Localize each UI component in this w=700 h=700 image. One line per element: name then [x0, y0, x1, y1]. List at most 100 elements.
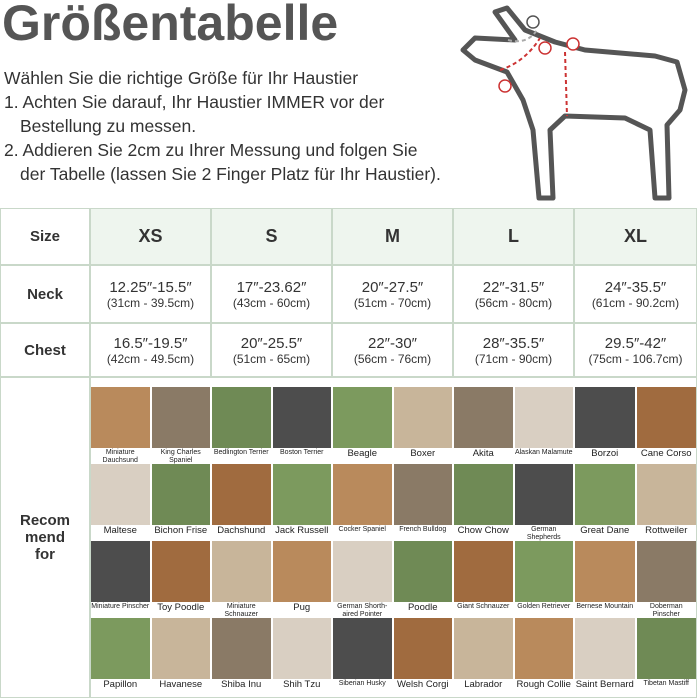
dog-photo [212, 464, 271, 525]
breed-name: Miniature Dauchsund [102, 449, 138, 464]
size-cell: 28″-35.5″ (71cm - 90cm) [453, 323, 574, 377]
breed-name: Welsh Corgi [396, 679, 449, 690]
dog-photo [454, 541, 513, 602]
breed-name: Chow Chow [457, 525, 509, 536]
row-label: Neck [0, 265, 90, 323]
inch-text: 24″-35.5″ [604, 278, 667, 296]
header-cell: S [211, 208, 332, 265]
dog-photo [333, 618, 392, 679]
size-cell: 22″-30″ (56cm - 76cm) [332, 323, 453, 377]
recommend-area [90, 377, 697, 698]
measure-line [499, 37, 541, 71]
inch-text: 29.5″-42″ [604, 334, 667, 352]
dog-photo [514, 464, 573, 525]
breed-name: Toy Poodle [157, 602, 205, 613]
measure-line [507, 29, 538, 43]
breed-name: Doberman Pinscher [649, 603, 683, 618]
breed-name: Shih Tzu [283, 679, 321, 690]
dog-photo [636, 464, 696, 525]
breed-name: German Shepherds [526, 526, 561, 541]
icon-check [538, 41, 552, 55]
breed-name: Dachshund [217, 525, 266, 536]
dog-photo [393, 464, 452, 525]
breed-name: German Shorth-aired Pointer [337, 603, 388, 618]
breed-name: Miniature Pinscher [91, 603, 150, 610]
title: Größentabelle [2, 0, 339, 51]
recommend-text: mend [24, 529, 65, 546]
inch-text: 22″-30″ [368, 334, 417, 352]
breed-name: Boston Terrier [280, 449, 324, 456]
dog-photo [393, 387, 452, 448]
dog-photo [333, 464, 392, 525]
breed-name: Miniature Schnauzer [224, 603, 258, 618]
dog-photo [393, 541, 452, 602]
recommend-label: Recom mend for [0, 377, 90, 698]
dog-photo [151, 618, 210, 679]
cm-text: (31cm - 39.5cm) [106, 295, 195, 310]
dog-diagram [460, 5, 688, 201]
header-cell: L [453, 208, 574, 265]
inch-text: 20″-25.5″ [240, 334, 303, 352]
header-cell: Size [0, 208, 90, 265]
row-label: Chest [0, 323, 90, 377]
cm-text: (42cm - 49.5cm) [106, 351, 195, 366]
cm-text: (61cm - 90.2cm) [591, 295, 680, 310]
dog-photo [454, 618, 513, 679]
dog-photo [575, 541, 635, 602]
dog-photo [575, 618, 635, 679]
dog-photo [151, 541, 210, 602]
inch-text: 17″-23.62″ [236, 278, 307, 296]
breed-name: Rough Collie [516, 679, 571, 690]
breed-name: Golden Retriever [517, 603, 571, 610]
inch-text: 12.25″-15.5″ [109, 278, 192, 296]
dog-photo [514, 541, 573, 602]
dog-photo [272, 618, 331, 679]
inch-text: 20″-27.5″ [361, 278, 424, 296]
dog-photo [393, 618, 452, 679]
size-cell: 22″-31.5″ (56cm - 80cm) [453, 265, 574, 323]
icon-check [566, 37, 580, 51]
breed-name: Pug [293, 602, 311, 613]
dog-photo [636, 387, 696, 448]
cm-text: (51cm - 65cm) [232, 351, 311, 366]
breed-name: Beagle [347, 448, 378, 459]
cm-text: (71cm - 90cm) [474, 351, 553, 366]
cm-text: (51cm - 70cm) [353, 295, 432, 310]
breed-name: Giant Schnauzer [457, 603, 510, 610]
dog-photo [333, 541, 392, 602]
dog-photo [454, 464, 513, 525]
breed-name: Akita [472, 448, 494, 459]
breed-name: Cane Corso [640, 448, 692, 459]
intro-line: 1. Achten Sie darauf, Ihr Haustier IMMER… [4, 92, 385, 112]
breed-name: Labrador [464, 679, 503, 690]
icon-x [526, 15, 540, 29]
size-cell: 29.5″-42″ (75cm - 106.7cm) [574, 323, 697, 377]
breed-name: King Charles Spaniel [160, 449, 201, 464]
breed-name: Bedlington Terrier [213, 449, 269, 456]
dog-photo [272, 464, 331, 525]
intro-line: Bestellung zu messen. [20, 116, 197, 136]
dog-photo [91, 541, 150, 602]
cm-text: (56cm - 80cm) [474, 295, 553, 310]
dog-photo [454, 387, 513, 448]
breed-name: Boxer [410, 448, 436, 459]
dog-photo [272, 541, 331, 602]
intro-line: 2. Addieren Sie 2cm zu Ihrer Messung und… [4, 140, 418, 160]
dog-photo [636, 618, 696, 679]
dog-photo [575, 387, 635, 448]
measure-line [564, 51, 568, 117]
breed-name: Bernese Mountain [576, 603, 634, 610]
breed-name: Jack Russell [275, 525, 329, 536]
dog-photo [212, 387, 271, 448]
breed-name: Siberian Husky [338, 680, 386, 687]
size-cell: 17″-23.62″ (43cm - 60cm) [211, 265, 332, 323]
dog-photo [514, 618, 573, 679]
recommend-text: for [35, 546, 55, 563]
breed-name: Poodle [407, 602, 438, 613]
size-cell: 16.5″-19.5″ (42cm - 49.5cm) [90, 323, 211, 377]
size-cell: 24″-35.5″ (61cm - 90.2cm) [574, 265, 697, 323]
dog-photo [333, 387, 392, 448]
cm-text: (56cm - 76cm) [353, 351, 432, 366]
dog-photo [272, 387, 331, 448]
